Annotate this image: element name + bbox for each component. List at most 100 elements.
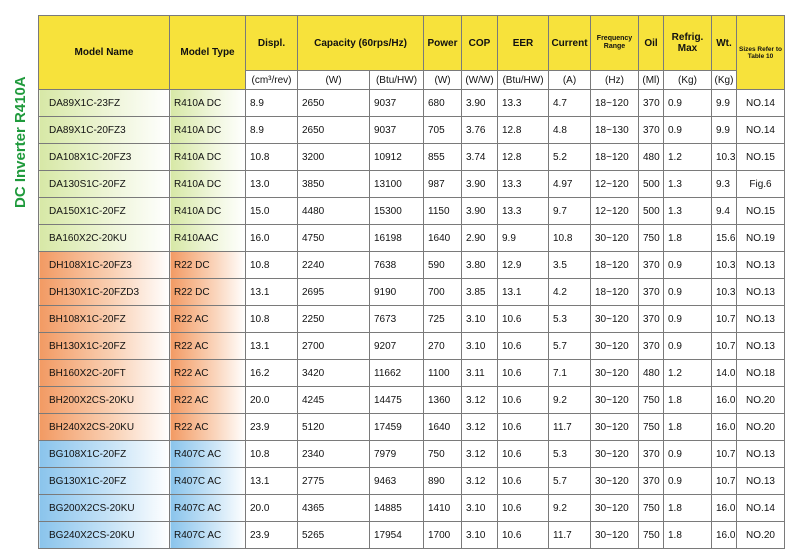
eer-cell: 10.6	[497, 440, 549, 468]
oil-cell: 500	[638, 197, 664, 225]
power-cell: 855	[423, 143, 462, 171]
frequency-cell: 30~120	[590, 305, 639, 333]
cop-cell: 3.85	[461, 278, 498, 306]
side-label-vertical: DC Inverter R410A	[6, 72, 32, 212]
capacity-w-cell: 2775	[297, 467, 370, 495]
table-row: DA130S1C-20FZ R410A DC 13.0 3850 13100 987 3.9…	[38, 170, 785, 198]
size-ref-cell: NO.15	[736, 143, 785, 171]
header-refrig: Refrig. Max	[663, 15, 712, 71]
size-ref-cell: NO.20	[736, 521, 785, 549]
oil-cell: 370	[638, 440, 664, 468]
power-cell: 705	[423, 116, 462, 144]
power-cell: 1360	[423, 386, 462, 414]
refrig-cell: 1.3	[663, 170, 712, 198]
header-cop: COP	[461, 15, 498, 71]
eer-cell: 10.6	[497, 413, 549, 441]
table-row: BH108X1C-20FZ R22 AC 10.8 2250 7673 725 3.10 10…	[38, 305, 785, 333]
current-cell: 4.97	[548, 170, 591, 198]
capacity-btu-cell: 10912	[369, 143, 424, 171]
header-displ: Displ.	[245, 15, 298, 71]
oil-cell: 370	[638, 116, 664, 144]
wt-cell: 16.0	[711, 386, 737, 414]
table-row: BH240X2CS-20KU R22 AC 23.9 5120 17459 1640 3.1…	[38, 413, 785, 441]
model-name-cell: BG130X1C-20FZ	[38, 467, 170, 495]
refrig-cell: 1.8	[663, 521, 712, 549]
model-name-cell: BH240X2CS-20KU	[38, 413, 170, 441]
displ-cell: 15.0	[245, 197, 298, 225]
frequency-cell: 30~120	[590, 386, 639, 414]
table-row: BH160X2C-20FT R22 AC 16.2 3420 11662 1100 3.11…	[38, 359, 785, 387]
refrig-cell: 0.9	[663, 332, 712, 360]
table-body: DA89X1C-23FZ R410A DC 8.9 2650 9037 680 3.90 13…	[38, 89, 785, 549]
capacity-w-cell: 3850	[297, 170, 370, 198]
wt-cell: 9.9	[711, 89, 737, 117]
cop-cell: 3.90	[461, 197, 498, 225]
model-name-cell: BA160X2C-20KU	[38, 224, 170, 252]
wt-cell: 9.9	[711, 116, 737, 144]
size-ref-cell: NO.14	[736, 89, 785, 117]
wt-cell: 10.3	[711, 278, 737, 306]
power-cell: 1640	[423, 413, 462, 441]
capacity-w-cell: 5265	[297, 521, 370, 549]
capacity-w-cell: 2700	[297, 332, 370, 360]
eer-cell: 10.6	[497, 494, 549, 522]
capacity-btu-cell: 9190	[369, 278, 424, 306]
model-name-cell: BG200X2CS-20KU	[38, 494, 170, 522]
size-ref-cell: NO.20	[736, 413, 785, 441]
model-name-cell: BH108X1C-20FZ	[38, 305, 170, 333]
capacity-btu-cell: 9037	[369, 116, 424, 144]
size-ref-cell: NO.13	[736, 467, 785, 495]
frequency-cell: 30~120	[590, 467, 639, 495]
oil-cell: 750	[638, 494, 664, 522]
wt-cell: 15.6	[711, 224, 737, 252]
frequency-cell: 18~130	[590, 116, 639, 144]
refrig-cell: 1.2	[663, 359, 712, 387]
size-ref-cell: NO.13	[736, 278, 785, 306]
unit-current: (A)	[548, 70, 591, 90]
capacity-btu-cell: 9037	[369, 89, 424, 117]
power-cell: 700	[423, 278, 462, 306]
capacity-w-cell: 5120	[297, 413, 370, 441]
model-type-cell: R410A DC	[169, 143, 246, 171]
header-model-name: Model Name	[38, 15, 170, 90]
power-cell: 1150	[423, 197, 462, 225]
displ-cell: 23.9	[245, 521, 298, 549]
eer-cell: 12.8	[497, 116, 549, 144]
header-wt: Wt.	[711, 15, 737, 71]
size-ref-cell: NO.18	[736, 359, 785, 387]
capacity-w-cell: 2240	[297, 251, 370, 279]
unit-eer: (Btu/HW)	[497, 70, 549, 90]
current-cell: 4.7	[548, 89, 591, 117]
refrig-cell: 0.9	[663, 467, 712, 495]
refrig-cell: 0.9	[663, 89, 712, 117]
header-sizes: Sizes Refer to Table 10	[736, 15, 785, 90]
power-cell: 1640	[423, 224, 462, 252]
capacity-btu-cell: 7673	[369, 305, 424, 333]
cop-cell: 3.10	[461, 305, 498, 333]
table-row: DH108X1C-20FZ3 R22 DC 10.8 2240 7638 590 3.80 1…	[38, 251, 785, 279]
size-ref-cell: NO.13	[736, 332, 785, 360]
eer-cell: 10.6	[497, 521, 549, 549]
eer-cell: 13.3	[497, 170, 549, 198]
power-cell: 725	[423, 305, 462, 333]
frequency-cell: 18~120	[590, 278, 639, 306]
displ-cell: 8.9	[245, 89, 298, 117]
refrig-cell: 1.8	[663, 413, 712, 441]
frequency-cell: 30~120	[590, 224, 639, 252]
frequency-cell: 30~120	[590, 359, 639, 387]
eer-cell: 9.9	[497, 224, 549, 252]
model-type-cell: R22 DC	[169, 251, 246, 279]
oil-cell: 370	[638, 89, 664, 117]
oil-cell: 500	[638, 170, 664, 198]
model-name-cell: BH130X1C-20FZ	[38, 332, 170, 360]
table-row: BG240X2CS-20KU R407C AC 23.9 5265 17954 1700 3…	[38, 521, 785, 549]
table-row: DA150X1C-20FZ R410A DC 15.0 4480 15300 1150 3.…	[38, 197, 785, 225]
capacity-btu-cell: 17459	[369, 413, 424, 441]
displ-cell: 10.8	[245, 143, 298, 171]
capacity-btu-cell: 14885	[369, 494, 424, 522]
unit-refrig: (Kg)	[663, 70, 712, 90]
eer-cell: 10.6	[497, 467, 549, 495]
cop-cell: 3.10	[461, 332, 498, 360]
refrig-cell: 1.8	[663, 494, 712, 522]
frequency-cell: 12~120	[590, 197, 639, 225]
